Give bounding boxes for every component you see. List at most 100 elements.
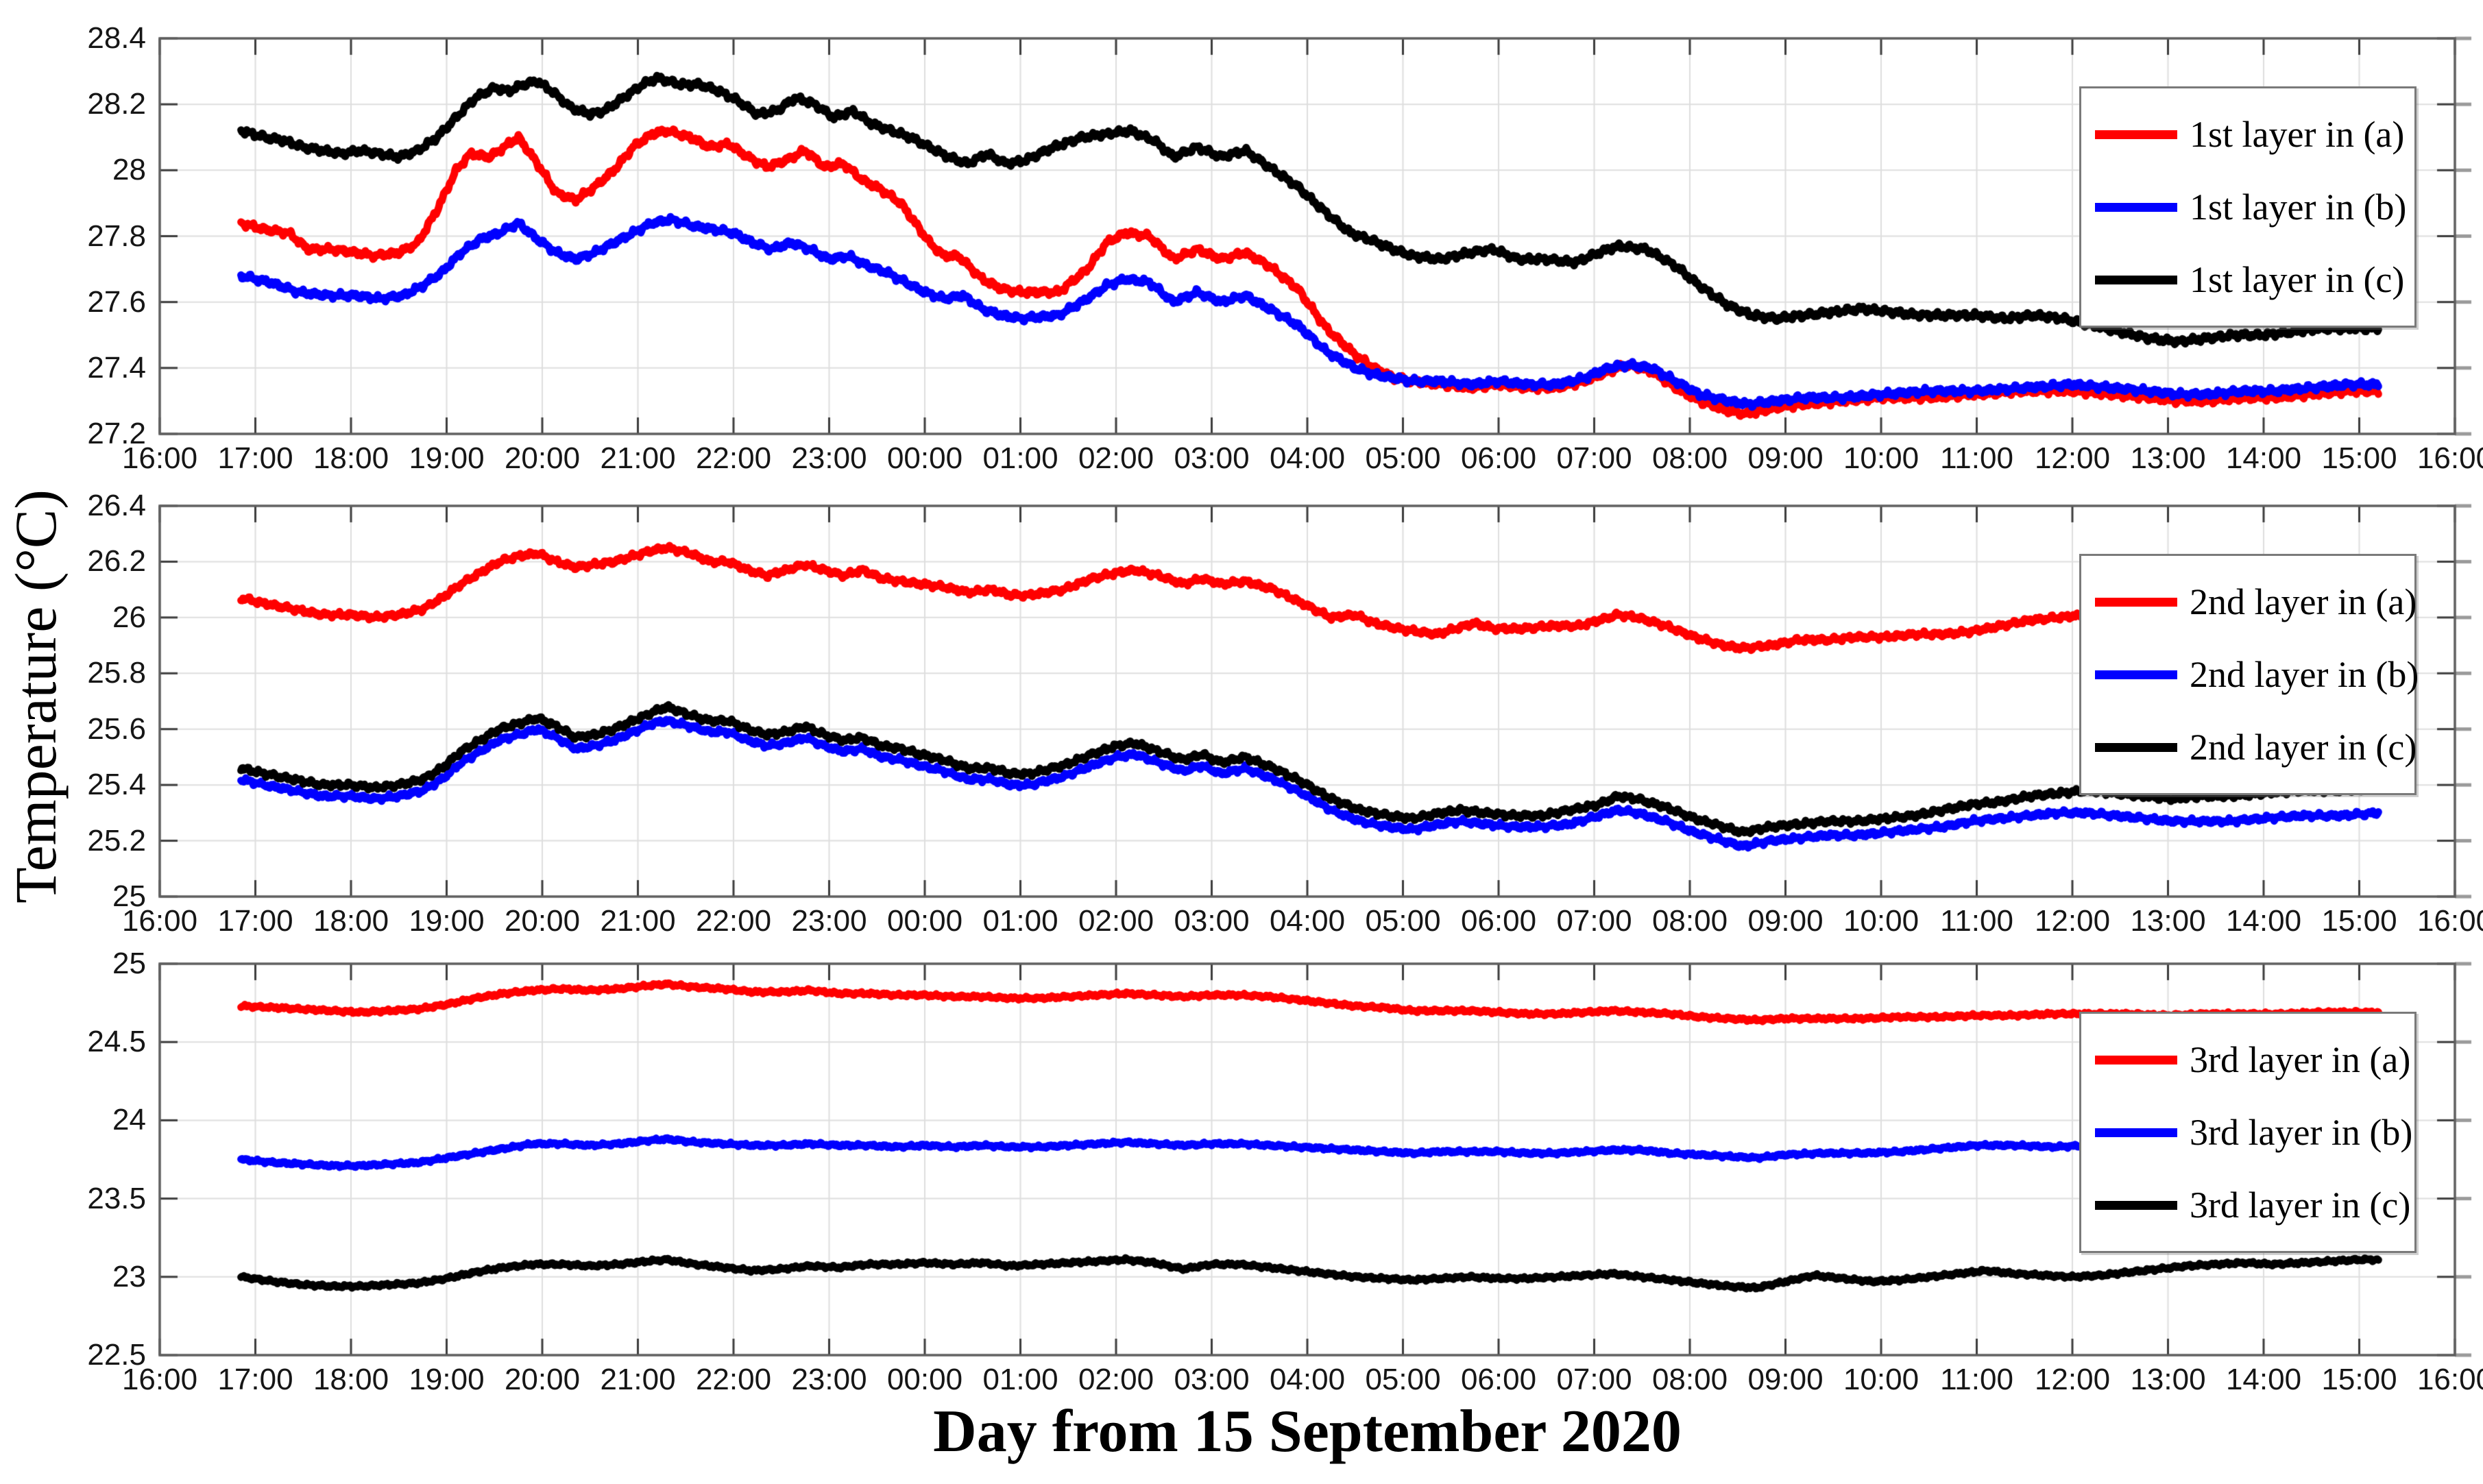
x-tick-label: 15:00 — [2321, 904, 2397, 938]
legend-line-swatch — [2095, 1128, 2177, 1137]
x-tick-label: 15:00 — [2321, 1363, 2397, 1396]
y-tick-label: 27.8 — [87, 219, 146, 253]
x-tick-label: 05:00 — [1365, 904, 1441, 938]
y-tick-label: 24.5 — [87, 1025, 146, 1059]
x-tick-label: 17:00 — [217, 1363, 293, 1396]
legend-label: 3rd layer in (b) — [2190, 1112, 2413, 1153]
y-tick-label: 25.6 — [87, 711, 146, 746]
x-tick-label: 21:00 — [600, 1363, 676, 1396]
y-axis-label: Temperature (°C) — [3, 489, 69, 903]
x-tick-label: 03:00 — [1174, 1363, 1250, 1396]
legend-label: 3rd layer in (c) — [2190, 1184, 2411, 1226]
x-tick-label: 21:00 — [600, 441, 676, 475]
x-tick-label: 23:00 — [791, 1363, 867, 1396]
x-tick-label: 09:00 — [1747, 441, 1824, 475]
x-tick-label: 13:00 — [2130, 441, 2206, 475]
y-tick-label: 25.4 — [87, 768, 146, 802]
x-tick-label: 07:00 — [1556, 1363, 1632, 1396]
x-tick-label: 01:00 — [982, 1363, 1058, 1396]
legend-line-swatch — [2095, 1200, 2177, 1210]
x-tick-label: 16:00 — [2417, 904, 2483, 938]
x-tick-label: 10:00 — [1843, 1363, 1919, 1396]
x-tick-label: 17:00 — [217, 904, 293, 938]
x-tick-label: 16:00 — [121, 904, 198, 938]
legend-label: 1st layer in (b) — [2190, 186, 2407, 228]
x-tick-label: 21:00 — [600, 904, 676, 938]
x-tick-label: 19:00 — [409, 441, 485, 475]
x-tick-label: 01:00 — [982, 904, 1058, 938]
x-tick-label: 16:00 — [121, 441, 198, 475]
y-tick-label: 28.2 — [87, 87, 146, 121]
x-tick-label: 02:00 — [1078, 441, 1154, 475]
legend-line-swatch — [2095, 275, 2177, 284]
x-tick-label: 23:00 — [791, 904, 867, 938]
x-tick-label: 06:00 — [1460, 904, 1537, 938]
x-tick-label: 00:00 — [886, 1363, 963, 1396]
x-tick-label: 02:00 — [1078, 1363, 1154, 1396]
x-tick-label: 10:00 — [1843, 441, 1919, 475]
x-tick-label: 23:00 — [791, 441, 867, 475]
y-tick-label: 28.4 — [87, 21, 146, 55]
legend-item: 1st layer in (c) — [2095, 243, 2404, 316]
legend-item: 3rd layer in (c) — [2095, 1169, 2410, 1241]
x-tick-label: 12:00 — [2034, 441, 2111, 475]
legend-line-swatch — [2095, 202, 2177, 212]
y-tick-label: 24 — [112, 1103, 146, 1137]
x-tick-label: 20:00 — [504, 441, 581, 475]
x-tick-label: 15:00 — [2321, 441, 2397, 475]
y-tick-label: 25 — [112, 879, 146, 913]
y-tick-label: 27.6 — [87, 284, 146, 319]
x-tick-label: 22:00 — [695, 441, 772, 475]
legend-item: 1st layer in (a) — [2095, 98, 2405, 171]
x-tick-label: 18:00 — [313, 441, 389, 475]
x-tick-label: 16:00 — [121, 1363, 198, 1396]
x-tick-label: 11:00 — [1940, 441, 2013, 475]
legend-item: 2nd layer in (c) — [2095, 711, 2417, 783]
x-tick-label: 04:00 — [1269, 441, 1346, 475]
x-tick-label: 08:00 — [1651, 1363, 1728, 1396]
legend-line-swatch — [2095, 1055, 2177, 1065]
y-tick-label: 23.5 — [87, 1181, 146, 1215]
legend-label: 3rd layer in (a) — [2190, 1039, 2411, 1080]
legend-line-swatch — [2095, 742, 2177, 752]
y-tick-label: 26.2 — [87, 544, 146, 579]
x-tick-label: 09:00 — [1747, 1363, 1824, 1396]
x-tick-label: 14:00 — [2225, 904, 2302, 938]
legend-item: 3rd layer in (b) — [2095, 1096, 2412, 1169]
x-tick-label: 05:00 — [1365, 1363, 1441, 1396]
legend-label: 1st layer in (a) — [2190, 114, 2405, 155]
x-tick-label: 06:00 — [1460, 1363, 1537, 1396]
y-tick-label: 28 — [112, 153, 146, 187]
x-tick-label: 03:00 — [1174, 441, 1250, 475]
y-tick-label: 27.2 — [87, 417, 146, 450]
legend-label: 2nd layer in (c) — [2190, 727, 2417, 768]
x-tick-label: 16:00 — [2417, 441, 2483, 475]
x-tick-label: 10:00 — [1843, 904, 1919, 938]
legend-box: 1st layer in (a) 1st layer in (b) 1st laye… — [2079, 86, 2417, 328]
legend-item: 3rd layer in (a) — [2095, 1023, 2410, 1096]
x-tick-label: 05:00 — [1365, 441, 1441, 475]
x-tick-label: 09:00 — [1747, 904, 1824, 938]
x-tick-label: 01:00 — [982, 441, 1058, 475]
x-tick-label: 19:00 — [409, 1363, 485, 1396]
legend-item: 1st layer in (b) — [2095, 171, 2406, 243]
y-tick-label: 26.4 — [87, 489, 146, 522]
y-tick-label: 25.2 — [87, 823, 146, 857]
y-tick-label: 25 — [112, 947, 146, 980]
y-tick-label: 22.5 — [87, 1338, 146, 1372]
x-tick-label: 12:00 — [2034, 904, 2111, 938]
x-tick-label: 22:00 — [695, 904, 772, 938]
y-tick-label: 26 — [112, 600, 146, 634]
legend-item: 2nd layer in (a) — [2095, 565, 2417, 638]
legend-box: 2nd layer in (a) 2nd layer in (b) 2nd laye… — [2079, 554, 2419, 795]
x-tick-label: 20:00 — [504, 904, 581, 938]
x-tick-label: 12:00 — [2034, 1363, 2111, 1396]
legend-line-swatch — [2095, 130, 2177, 139]
legend-item: 2nd layer in (b) — [2095, 638, 2419, 711]
y-tick-label: 25.8 — [87, 656, 146, 690]
x-tick-label: 18:00 — [313, 904, 389, 938]
x-tick-label: 04:00 — [1269, 904, 1346, 938]
x-tick-label: 14:00 — [2225, 1363, 2302, 1396]
x-tick-label: 11:00 — [1940, 1363, 2013, 1396]
